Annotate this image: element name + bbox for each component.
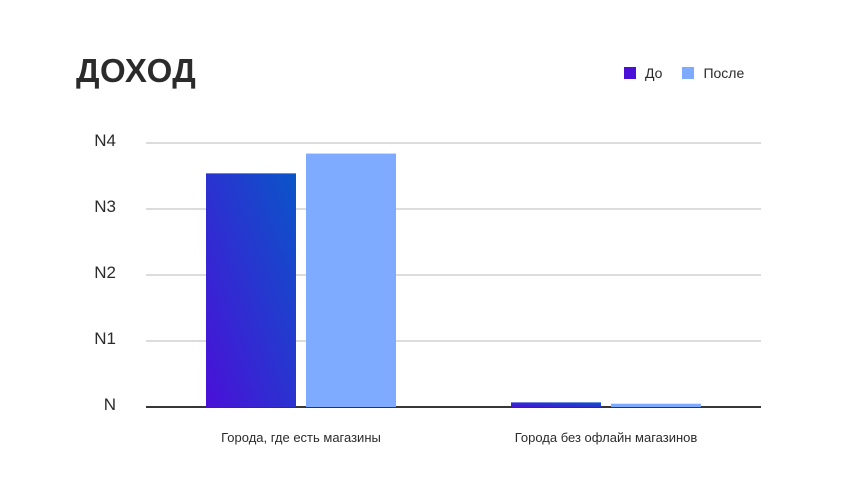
y-tick-label: N3: [94, 197, 116, 216]
bar-before: [511, 402, 601, 407]
bar-before: [206, 173, 296, 407]
bar-after: [306, 153, 396, 407]
y-tick-label: N2: [94, 263, 116, 282]
legend-label-after: После: [703, 65, 745, 81]
bar-after: [611, 403, 701, 407]
legend-swatch-before: [624, 67, 636, 79]
legend-item-before: До: [624, 65, 662, 81]
y-tick-label: N: [104, 395, 116, 414]
chart-title: ДОХОД: [76, 52, 197, 89]
legend: До После: [624, 65, 744, 81]
x-category-label: Города, где есть магазины: [221, 430, 381, 445]
x-category-label: Города без офлайн магазинов: [515, 430, 698, 445]
legend-label-before: До: [645, 65, 663, 81]
legend-item-after: После: [682, 65, 744, 81]
y-tick-label: N1: [94, 329, 116, 348]
y-tick-label: N4: [94, 131, 116, 150]
legend-swatch-after: [682, 67, 695, 79]
